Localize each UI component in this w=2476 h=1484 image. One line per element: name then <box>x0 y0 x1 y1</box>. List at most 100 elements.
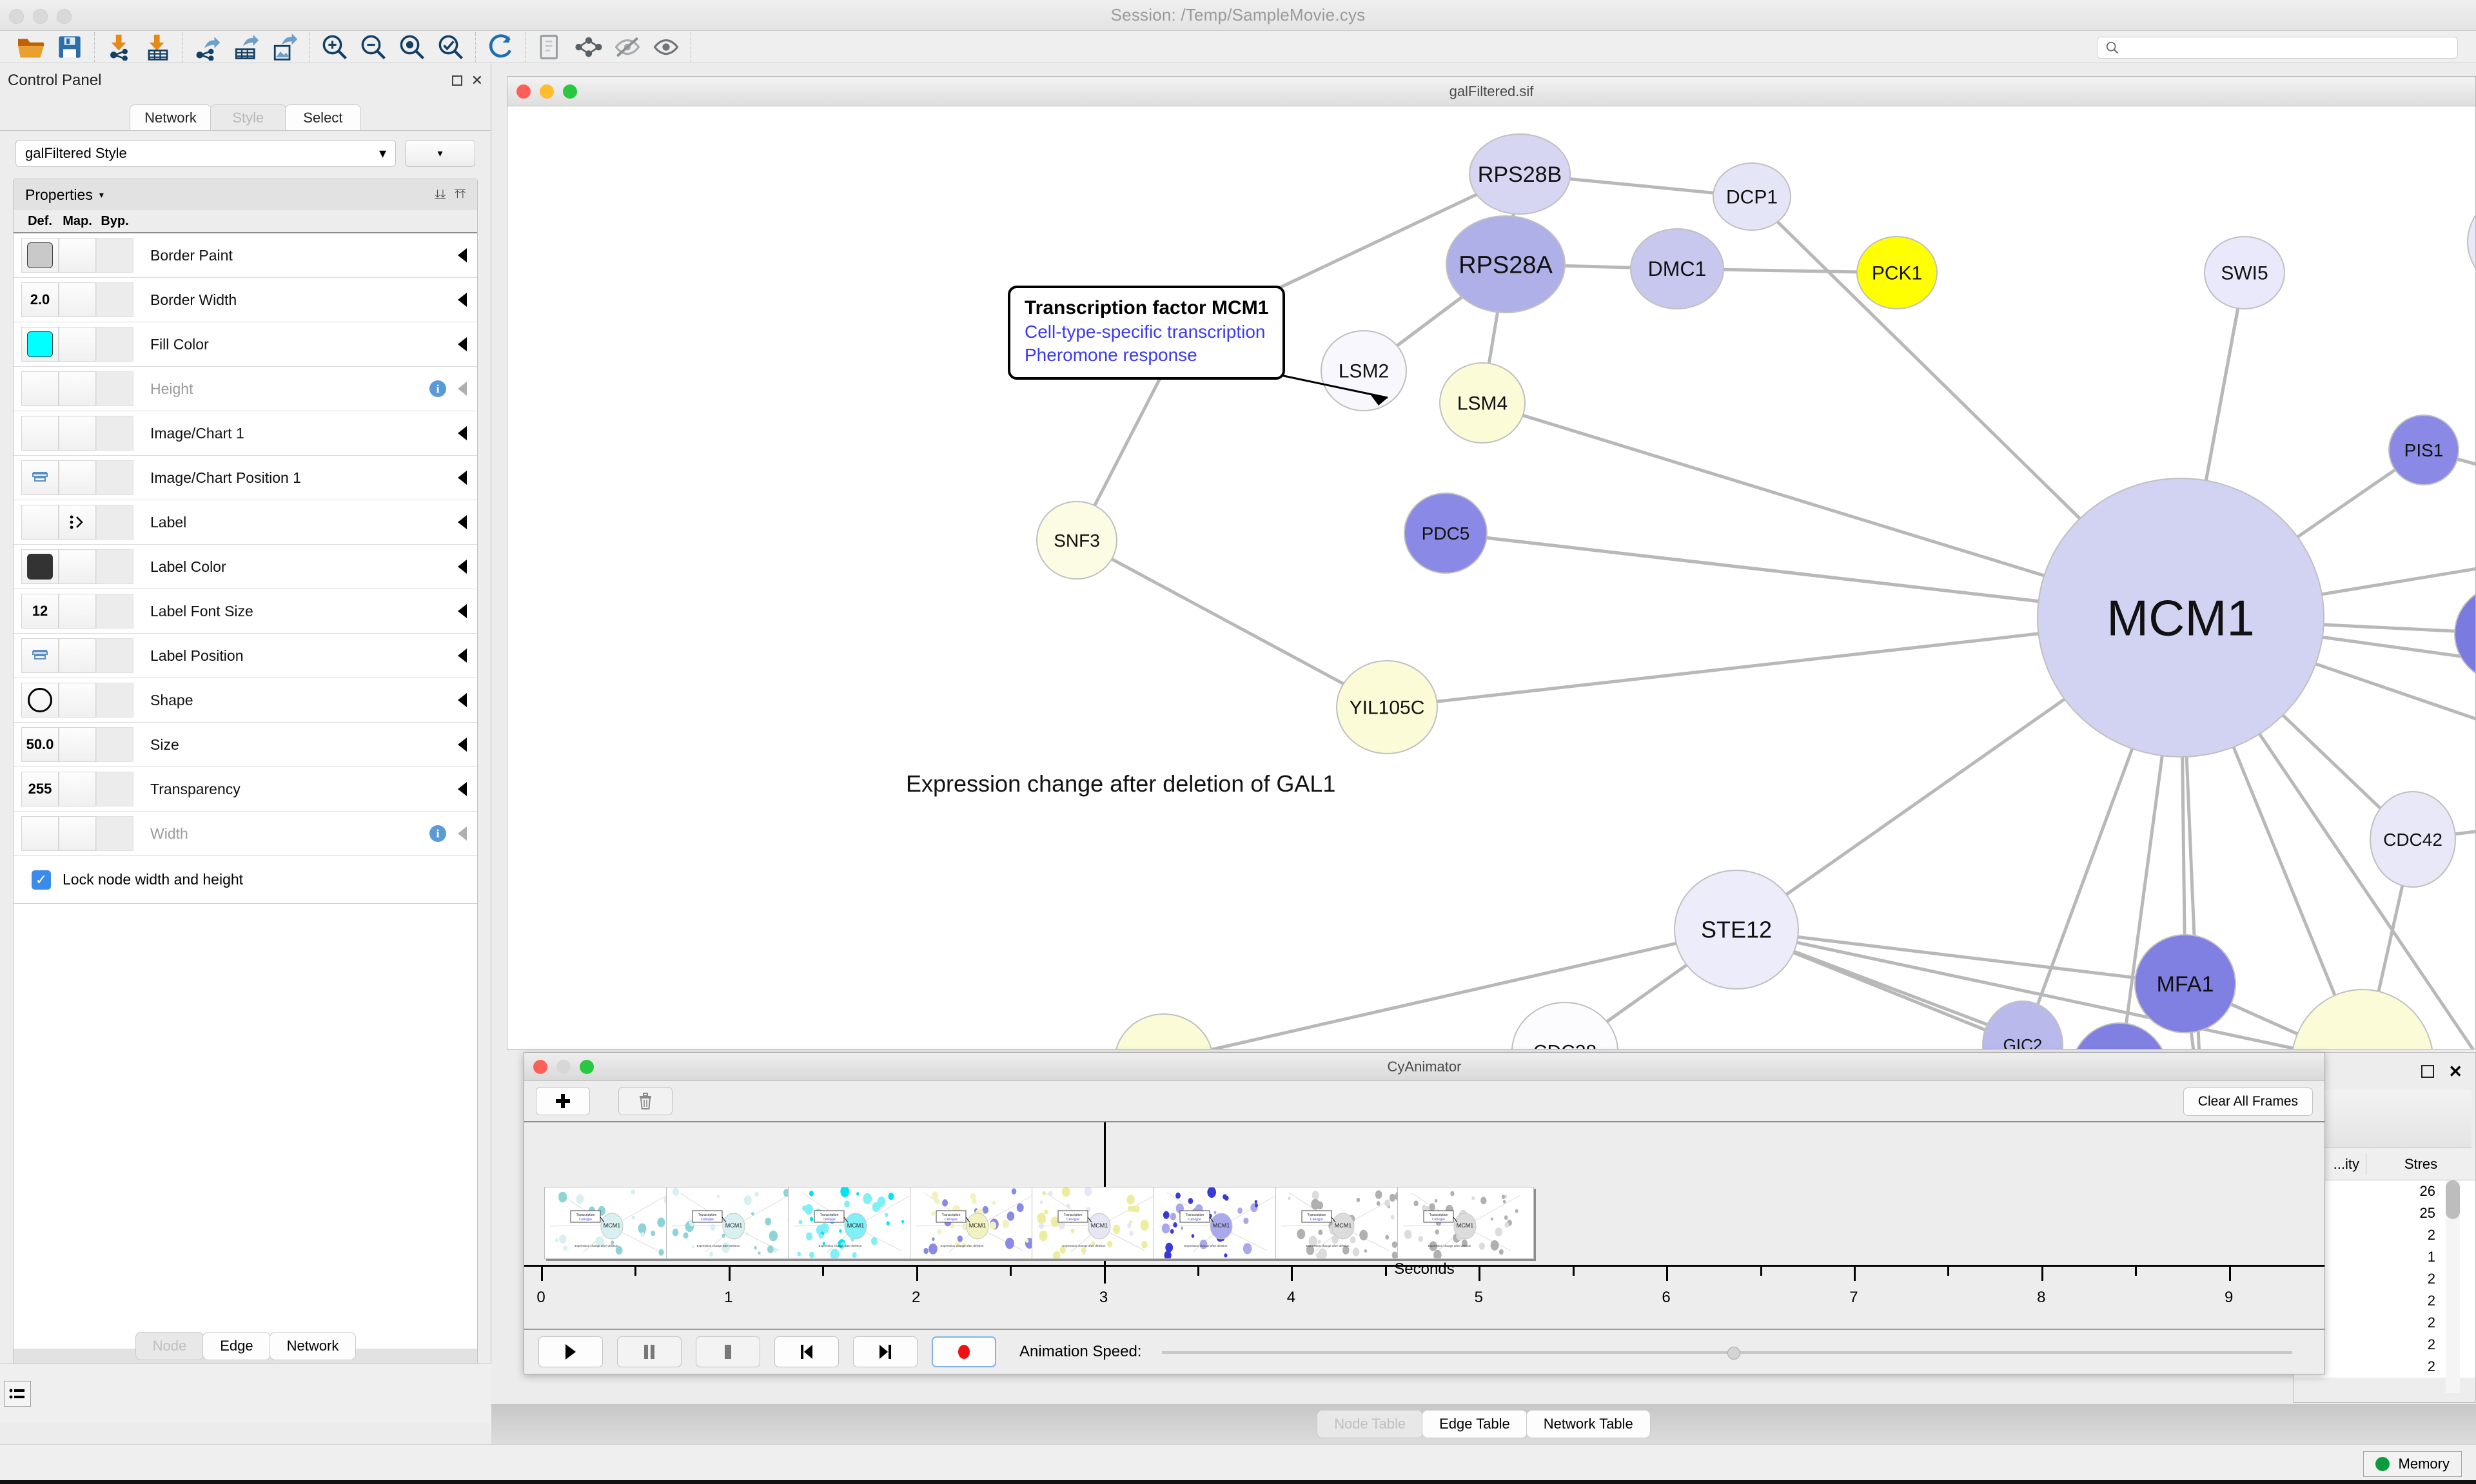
float-icon[interactable] <box>451 75 462 86</box>
step-back-button[interactable] <box>774 1336 839 1367</box>
property-bypass-cell[interactable] <box>96 460 133 495</box>
property-default-cell[interactable] <box>21 505 59 540</box>
table-row[interactable]: 2 <box>2427 1358 2435 1374</box>
property-default-cell[interactable] <box>21 416 59 451</box>
property-mapping-cell[interactable] <box>59 238 96 273</box>
close-icon[interactable]: ✕ <box>471 72 483 88</box>
property-mapping-cell[interactable] <box>59 594 96 629</box>
frame-thumbnail[interactable]: Transcription Cell-type MCM1 Expression cha… <box>1153 1187 1290 1259</box>
tab-network[interactable]: Network <box>130 104 211 130</box>
property-default-cell[interactable] <box>21 683 59 718</box>
window-close-button[interactable] <box>9 9 24 24</box>
color-swatch[interactable] <box>27 554 53 580</box>
frame-thumbnail[interactable]: Transcription Cell-type MCM1 Expression cha… <box>909 1187 1046 1259</box>
shape-icon[interactable] <box>28 688 52 712</box>
collapse-all-icon[interactable]: ⤓⤓ <box>435 188 446 201</box>
property-mapping-cell[interactable] <box>59 772 96 806</box>
record-button[interactable] <box>932 1336 996 1367</box>
frame-thumbnail[interactable]: Transcription Cell-type MCM1 Expression cha… <box>665 1187 803 1259</box>
tab-select[interactable]: Select <box>284 104 361 130</box>
property-default-cell[interactable] <box>21 460 59 495</box>
zoom-fit-icon[interactable] <box>393 32 431 62</box>
property-mapping-cell[interactable] <box>59 416 96 451</box>
property-mapping-cell[interactable] <box>59 371 96 406</box>
cyanimator-minimize-button[interactable] <box>556 1060 571 1074</box>
property-mapping-cell[interactable] <box>59 638 96 673</box>
window-minimize-button[interactable] <box>33 9 48 24</box>
close-icon[interactable]: ✕ <box>2448 1061 2462 1081</box>
expand-arrow-icon[interactable] <box>458 337 467 351</box>
info-icon[interactable]: i <box>429 380 446 397</box>
network-zoom-button[interactable] <box>563 84 577 99</box>
search-input[interactable] <box>2097 37 2458 59</box>
hide-selected-icon[interactable] <box>608 32 647 62</box>
property-bypass-cell[interactable] <box>96 282 133 317</box>
column-stress[interactable]: Stres <box>2404 1155 2438 1172</box>
table-row[interactable]: 2 <box>2427 1271 2435 1287</box>
frame-thumbnail[interactable]: Transcription Cell-type MCM1 Expression cha… <box>544 1187 681 1259</box>
tab-style[interactable]: Style <box>210 104 286 130</box>
slider-knob[interactable] <box>1727 1347 1740 1360</box>
property-default-cell[interactable] <box>21 549 59 584</box>
frame-thumbnail[interactable]: Transcription Cell-type MCM1 Expression cha… <box>787 1187 925 1259</box>
expand-arrow-icon[interactable] <box>458 737 467 752</box>
property-bypass-cell[interactable] <box>96 371 133 406</box>
float-icon[interactable] <box>2421 1065 2435 1078</box>
property-row[interactable]: Label Color <box>14 545 477 589</box>
open-icon[interactable] <box>12 32 50 62</box>
list-view-icon[interactable] <box>4 1381 31 1407</box>
expand-arrow-icon[interactable] <box>458 293 467 307</box>
property-default-cell[interactable] <box>21 638 59 673</box>
table-row[interactable]: 26 <box>2419 1183 2435 1199</box>
tab-network-table[interactable]: Network Table <box>1526 1410 1651 1438</box>
property-mapping-cell[interactable] <box>59 816 96 851</box>
property-row[interactable]: Height i <box>14 367 477 411</box>
network-minimize-button[interactable] <box>540 84 554 99</box>
style-options-menu-button[interactable]: ▾ <box>405 140 475 167</box>
delete-frame-button[interactable] <box>618 1087 673 1115</box>
lock-node-size-row[interactable]: ✓ Lock node width and height <box>14 856 477 904</box>
cyanimator-close-button[interactable] <box>533 1060 547 1074</box>
show-all-icon[interactable] <box>647 32 685 62</box>
property-default-cell[interactable] <box>21 371 59 406</box>
export-network-icon[interactable] <box>188 32 227 62</box>
table-scrollbar-thumb[interactable] <box>2446 1180 2460 1219</box>
property-mapping-cell[interactable] <box>59 460 96 495</box>
property-bypass-cell[interactable] <box>96 772 133 806</box>
table-row[interactable]: 25 <box>2419 1205 2435 1221</box>
property-mapping-cell[interactable] <box>59 727 96 762</box>
zoom-in-icon[interactable] <box>315 32 354 62</box>
property-row[interactable]: Fill Color <box>14 322 477 367</box>
expand-arrow-icon[interactable] <box>458 693 467 707</box>
property-bypass-cell[interactable] <box>96 549 133 584</box>
memory-status-button[interactable]: Memory <box>2363 1451 2462 1477</box>
property-bypass-cell[interactable] <box>96 238 133 273</box>
tab-network-style[interactable]: Network <box>269 1332 357 1360</box>
cyanimator-zoom-button[interactable] <box>580 1060 594 1074</box>
column-neighborhood-connectivity[interactable]: ...ity <box>2333 1155 2359 1172</box>
property-row[interactable]: Label <box>14 500 477 545</box>
property-row[interactable]: Shape <box>14 678 477 723</box>
property-default-cell[interactable]: 12 <box>21 594 59 629</box>
property-bypass-cell[interactable] <box>96 505 133 540</box>
cyanimator-traffic-lights[interactable] <box>533 1060 594 1074</box>
property-default-cell[interactable] <box>21 238 59 273</box>
first-neighbors-icon[interactable] <box>569 32 608 62</box>
step-forward-button[interactable] <box>853 1336 918 1367</box>
property-row[interactable]: Image/Chart Position 1 <box>14 456 477 500</box>
property-row[interactable]: Border Paint <box>14 233 477 278</box>
property-bypass-cell[interactable] <box>96 683 133 718</box>
frame-thumbnail[interactable]: Transcription Cell-type MCM1 Expression cha… <box>1275 1187 1412 1259</box>
tab-edge-table[interactable]: Edge Table <box>1422 1410 1528 1438</box>
property-row[interactable]: Label Position <box>14 634 477 678</box>
frame-timeline[interactable]: Transcription Cell-type MCM1 Expression cha… <box>524 1122 2324 1306</box>
property-bypass-cell[interactable] <box>96 594 133 629</box>
zoom-out-icon[interactable] <box>354 32 393 62</box>
property-mapping-cell[interactable] <box>59 282 96 317</box>
style-select[interactable]: galFiltered Style ▾ <box>15 140 396 167</box>
property-row[interactable]: Width i <box>14 812 477 856</box>
table-scrollbar[interactable] <box>2446 1180 2460 1393</box>
save-icon[interactable] <box>50 32 89 62</box>
property-row[interactable]: 12 Label Font Size <box>14 589 477 634</box>
lock-node-size-checkbox[interactable]: ✓ <box>32 870 51 890</box>
